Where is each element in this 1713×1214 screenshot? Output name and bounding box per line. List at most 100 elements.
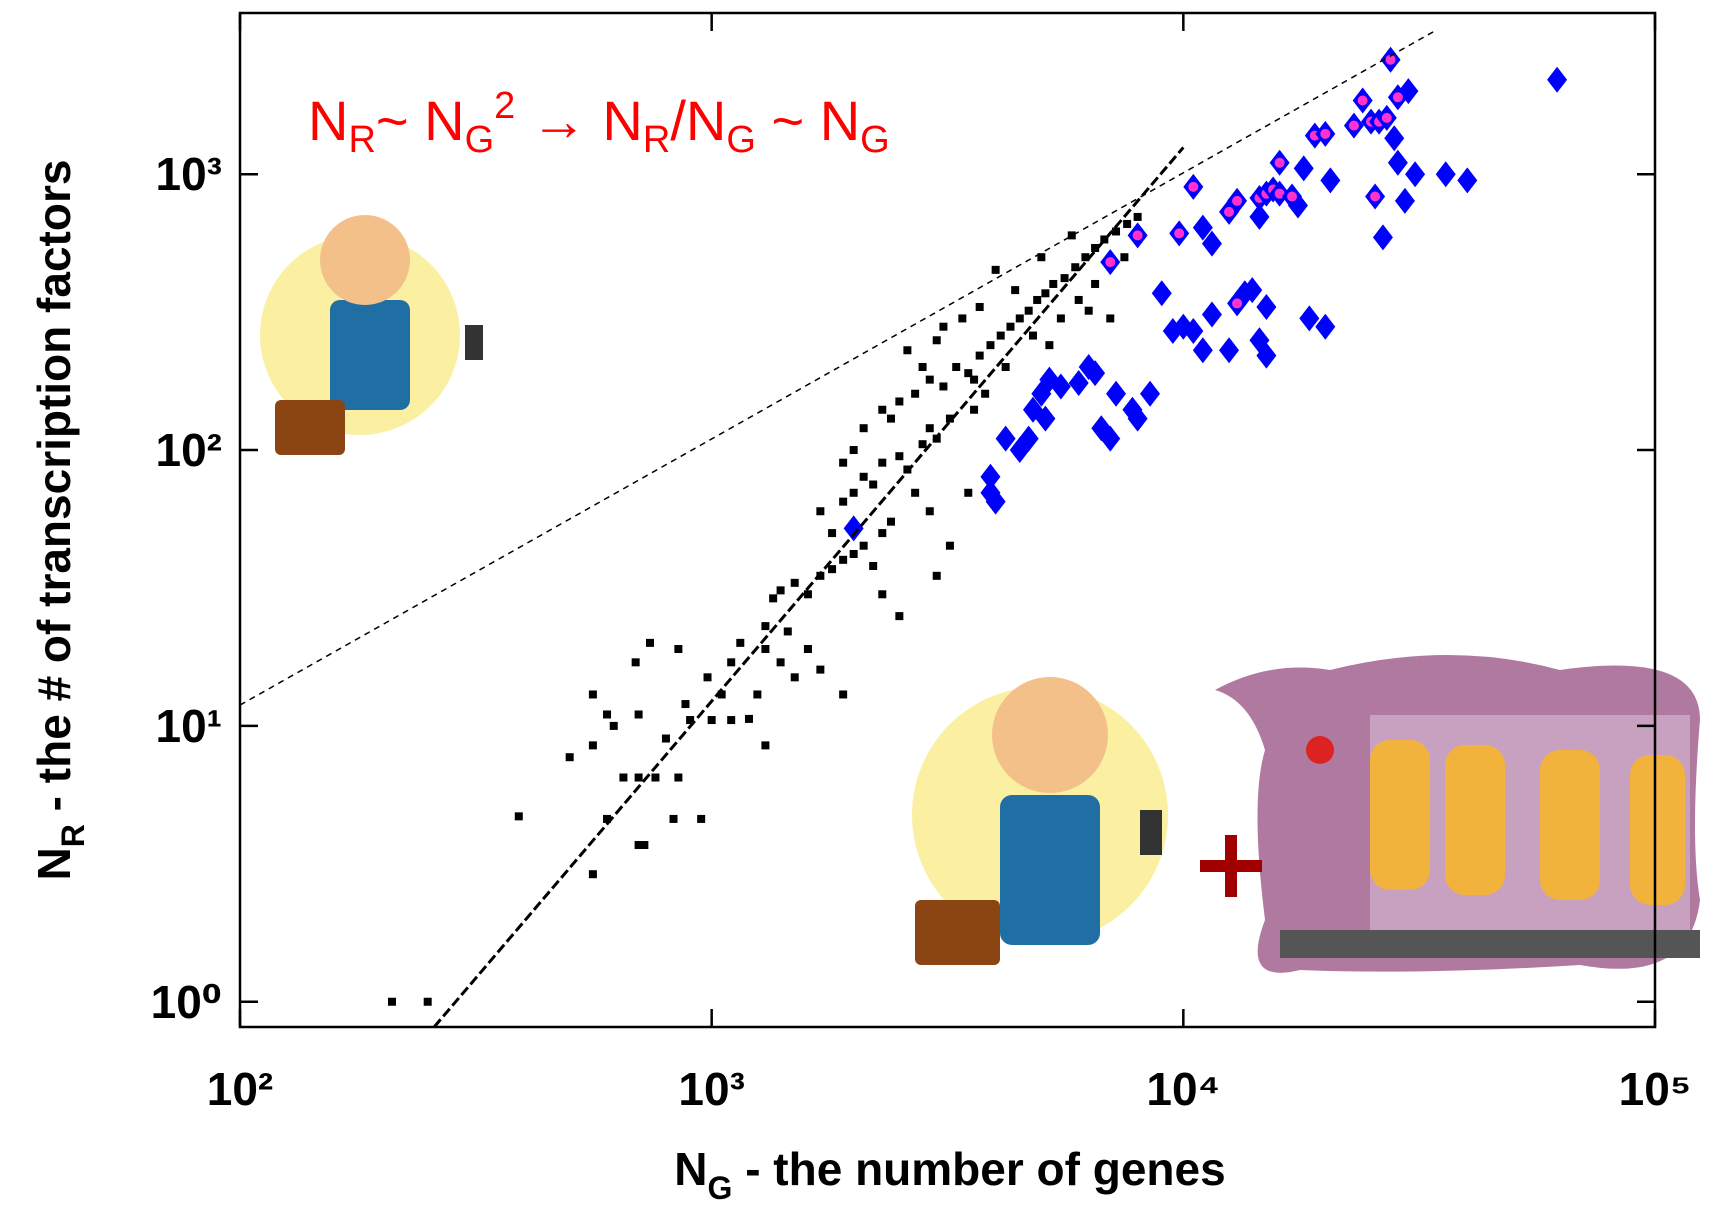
point — [850, 446, 858, 454]
label-part: N — [674, 1143, 707, 1195]
point — [1120, 253, 1128, 261]
y-tick-label: 10⁰ — [151, 976, 222, 1028]
point — [1041, 289, 1049, 297]
point-center — [1358, 95, 1368, 105]
point-center — [1320, 129, 1330, 139]
x-axis-label: NG - the number of genes — [674, 1143, 1225, 1206]
cartoon-body — [330, 300, 410, 410]
point — [589, 741, 597, 749]
annotation-part: /N — [670, 89, 726, 152]
point — [681, 700, 689, 708]
point — [844, 515, 864, 541]
point-center — [1275, 158, 1285, 168]
annotation-part: R — [643, 119, 670, 161]
point — [566, 753, 574, 761]
point — [895, 397, 903, 405]
point — [1395, 188, 1415, 214]
point — [651, 774, 659, 782]
y-tick-label: 10¹ — [156, 700, 222, 752]
label-part: G — [708, 1170, 733, 1206]
point — [1294, 155, 1314, 181]
point — [674, 645, 682, 653]
point — [878, 590, 886, 598]
point — [1547, 67, 1567, 93]
point — [964, 489, 972, 497]
annotation: NR~ NG2 → NR/NG ~ NG — [308, 85, 890, 161]
page: NR~ NG2 → NR/NG ~ NG NG - the number of … — [0, 0, 1713, 1214]
point — [860, 424, 868, 432]
plus — [1225, 835, 1237, 897]
point — [1202, 302, 1222, 328]
point — [1085, 307, 1093, 315]
point — [919, 440, 927, 448]
point — [1045, 341, 1053, 349]
point — [1106, 381, 1126, 407]
decor — [260, 215, 1700, 973]
annotation-part: R — [348, 119, 375, 161]
point — [646, 639, 654, 647]
point — [727, 716, 735, 724]
cartoon-body — [1000, 795, 1100, 945]
point — [926, 424, 934, 432]
point — [635, 774, 643, 782]
point — [976, 303, 984, 311]
point — [980, 464, 1000, 490]
label-part: N — [28, 847, 80, 880]
point — [736, 639, 744, 647]
point — [1219, 337, 1239, 363]
point — [952, 363, 960, 371]
point — [816, 666, 824, 674]
y-tick-label: 10² — [156, 424, 222, 476]
point — [704, 673, 712, 681]
point — [911, 390, 919, 398]
label-part: - the # of transcription factors — [28, 160, 80, 825]
point — [997, 332, 1005, 340]
annotation-part: N — [308, 89, 348, 152]
annotation-part: ~ N — [376, 89, 465, 152]
point — [850, 489, 858, 497]
point — [784, 627, 792, 635]
point — [1075, 296, 1083, 304]
label-part: - the number of genes — [732, 1143, 1225, 1195]
point — [1011, 286, 1019, 294]
point — [903, 346, 911, 354]
point — [1016, 314, 1024, 322]
point — [1320, 167, 1340, 193]
point — [933, 336, 941, 344]
point — [761, 622, 769, 630]
x-tick-label: 10⁵ — [1619, 1063, 1692, 1115]
point — [958, 314, 966, 322]
point — [887, 415, 895, 423]
point — [839, 498, 847, 506]
point — [697, 815, 705, 823]
point — [1193, 337, 1213, 363]
point — [1002, 363, 1010, 371]
point-center — [1105, 257, 1115, 267]
point — [869, 481, 877, 489]
point-center — [1188, 182, 1198, 192]
point — [761, 741, 769, 749]
annotation-part: G — [726, 119, 756, 161]
point — [1029, 332, 1037, 340]
point — [926, 507, 934, 515]
cartoon-case — [915, 900, 1000, 965]
point — [388, 998, 396, 1006]
point — [878, 406, 886, 414]
y-tick-label: 10³ — [156, 148, 222, 200]
point — [911, 489, 919, 497]
point — [589, 870, 597, 878]
cartoon-phone — [1140, 810, 1162, 855]
point — [970, 376, 978, 384]
point — [515, 812, 523, 820]
point — [1106, 314, 1114, 322]
point — [981, 390, 989, 398]
point — [745, 715, 753, 723]
point — [635, 710, 643, 718]
point-center — [1370, 192, 1380, 202]
point — [860, 542, 868, 550]
point — [619, 774, 627, 782]
point — [632, 658, 640, 666]
point — [662, 735, 670, 743]
cartoon-head — [992, 677, 1108, 793]
point — [424, 998, 432, 1006]
